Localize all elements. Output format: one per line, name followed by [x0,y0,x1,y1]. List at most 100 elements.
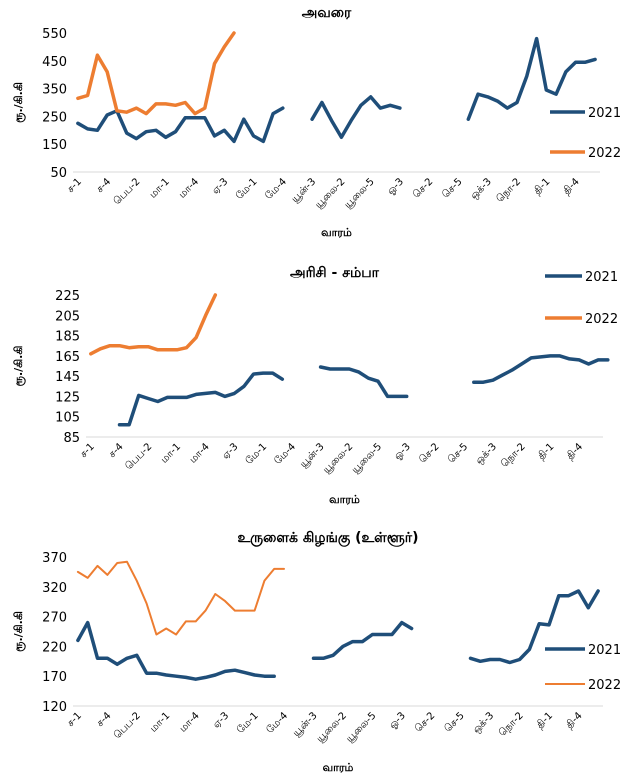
y-tick-label: 225 [55,289,80,304]
y-tick-label: 50 [50,166,67,181]
series-2021 [117,354,610,427]
legend-label: 2021 [588,643,621,658]
x-tick-label: பெப-2 [112,176,143,207]
x-tick-label: யூலை-5 [344,710,378,744]
series-2021 [76,36,597,144]
x-tick-label: மே-1 [244,441,270,467]
x-tick-label: ஏ-3 [210,176,230,196]
y-tick-label: 320 [42,581,67,596]
y-tick-label: 170 [42,670,67,685]
x-tick-label: மா-4 [188,441,212,465]
y-tick-label: 550 [42,27,67,42]
x-tick-label: மா-1 [148,176,172,200]
series-2021 [76,589,600,681]
legend-label: 2021 [588,106,621,121]
x-tick-label: தி-1 [532,176,553,197]
x-tick-label: நொ-2 [499,441,528,470]
x-tick-label: ஓ-3 [392,441,413,462]
x-tick-label: ஒக்-3 [471,710,496,735]
x-tick-label: செ-5 [446,441,470,465]
x-tick-label: ஒக்-3 [474,441,499,466]
x-tick-label: நொ-2 [497,710,526,739]
chart-2: அரிசி - சம்பா ரூ./கி.கி வாரம் 225 205 185 165 1… [12,265,618,506]
y-axis-label: ரூ./கி.கி [12,82,26,123]
x-tick-label: மா-1 [159,441,183,465]
x-tick-label: ச-4 [107,441,126,460]
x-tick-label: ஏ-3 [220,441,240,461]
x-tick-label: யூலை-2 [315,710,349,744]
x-tick-label: தி-4 [565,441,586,462]
x-tick-label: ச-4 [95,710,114,729]
y-tick-label: 350 [42,83,67,98]
x-tick-label: செ-5 [443,710,467,734]
x-tick-label: மா-4 [178,710,202,734]
y-tick-label: 205 [55,309,80,324]
chart-title: உருளைக் கிழங்கு (உள்ளூர்) [237,530,418,547]
y-tick-label: 125 [55,390,80,405]
x-tick-label: மா-4 [177,176,201,200]
legend-label: 2022 [585,312,618,327]
x-tick-label: ஓ-3 [387,710,408,731]
y-tick-label: 370 [42,551,67,566]
x-tick-label: யூலை-5 [342,176,376,210]
y-tick-label: 250 [42,110,67,125]
series-line-2021 [310,95,402,140]
series-line-2021 [468,589,600,665]
y-tick-label: 220 [42,640,67,655]
series-2022 [76,31,236,116]
series-line-2021 [311,620,414,661]
series-line-2021 [76,106,285,144]
x-tick-label: யூலை-2 [313,176,347,210]
y-tick-label: 105 [55,411,80,426]
legend-label: 2022 [588,146,621,161]
y-axis-label: ரூ./கி.கி [12,346,26,387]
x-tick-label: தி-1 [536,441,557,462]
x-tick-label: ச-1 [78,441,97,460]
chart-title: அரிசி - சம்பா [290,265,380,281]
legend-label: 2022 [588,678,621,693]
y-tick-label: 450 [42,55,67,70]
x-tick-label: ஒக்-3 [469,176,494,201]
series-line-2022 [76,31,236,116]
x-tick-label: செ-2 [413,710,437,734]
y-tick-label: 145 [55,370,80,385]
x-tick-label: தி-4 [561,176,582,197]
x-tick-label: செ-2 [411,176,435,200]
x-tick-label: யூன்-3 [290,176,319,205]
x-tick-label: மே-1 [235,710,261,736]
series-line-2021 [472,354,610,384]
x-tick-label: ஏ-3 [211,710,231,730]
x-tick-label: மா-1 [148,710,172,734]
y-tick-label: 185 [55,330,80,345]
x-tick-label: யூன்-3 [291,710,320,739]
series-line-2021 [466,36,597,121]
series-line-2021 [117,371,285,427]
x-tick-label: ஓ-3 [385,176,406,197]
series-line-2021 [318,365,409,399]
series-line-2022 [89,293,218,356]
x-tick-label: தி-1 [535,710,556,731]
x-tick-label: யூலை-5 [350,441,384,475]
x-tick-label: யூலை-2 [321,441,355,475]
x-axis-label: வாரம் [329,493,360,506]
chart-3: உருளைக் கிழங்கு (உள்ளூர்) ரூ./கி.கி வாரம் 3… [12,530,621,774]
x-axis-label: வாரம் [323,761,354,774]
x-tick-label: பெப-2 [123,441,154,472]
y-axis-label: ரூ./கி.கி [12,611,26,652]
series-2022 [89,293,218,356]
chart-1: அவரை ரூ./கி.கி வாரம் 550 450 350 250 150 50ச-1 ச-… [12,5,621,239]
x-tick-label: மே-4 [265,710,291,736]
x-tick-label: ச-1 [65,710,84,729]
x-tick-label: பெப-2 [112,710,143,741]
series-line-2022 [76,560,285,636]
legend-label: 2021 [585,270,618,285]
x-tick-label: நொ-2 [495,176,524,205]
chart-title: அவரை [302,5,352,21]
x-tick-label: மே-4 [263,176,289,202]
y-tick-label: 120 [42,700,67,715]
y-tick-label: 165 [55,350,80,365]
x-tick-label: மே-1 [234,176,260,202]
x-axis-label: வாரம் [321,226,352,239]
y-tick-label: 270 [42,611,67,626]
